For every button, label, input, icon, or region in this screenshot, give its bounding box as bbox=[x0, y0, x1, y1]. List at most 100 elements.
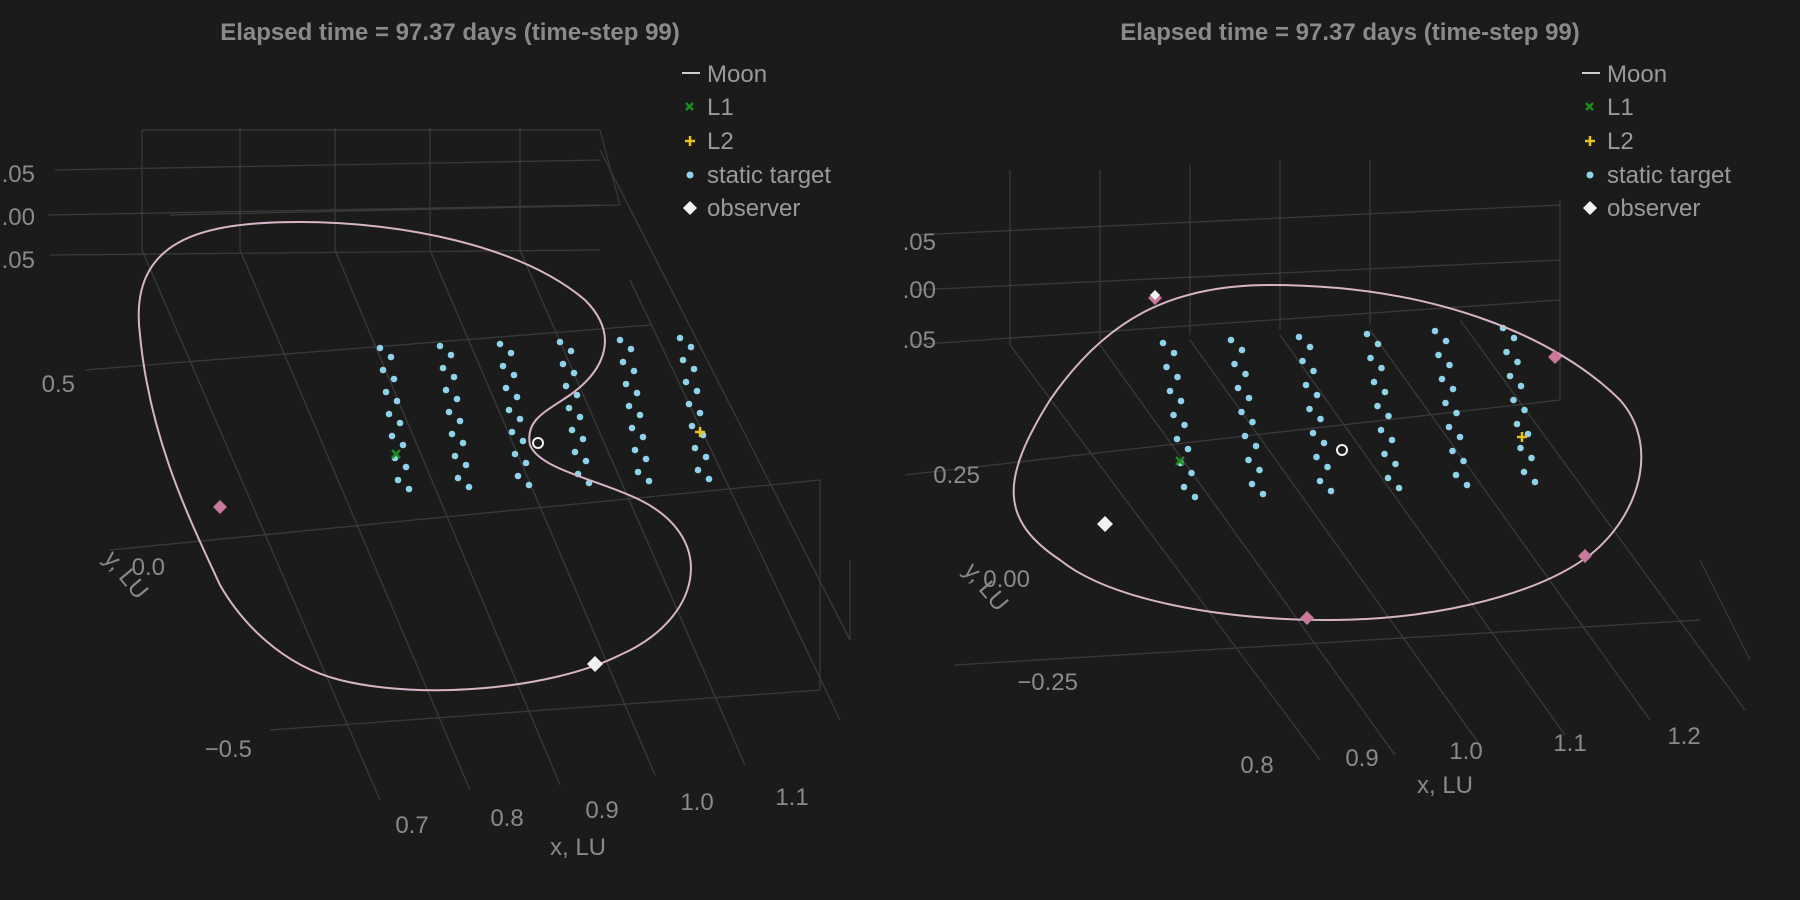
static-target-point bbox=[1309, 429, 1317, 437]
left-title: Elapsed time = 97.37 days (time-step 99) bbox=[220, 19, 680, 46]
static-target-point bbox=[1163, 363, 1170, 371]
static-target-point bbox=[559, 360, 567, 368]
static-target-point bbox=[1313, 391, 1321, 399]
right-l1-marker bbox=[1175, 456, 1185, 466]
static-target-point bbox=[1234, 384, 1242, 392]
static-target-point bbox=[556, 338, 564, 346]
static-target-point bbox=[1302, 381, 1310, 389]
static-target-point bbox=[1316, 477, 1324, 485]
right-observers bbox=[1097, 290, 1348, 532]
right-grid bbox=[904, 160, 1751, 761]
static-target-point bbox=[694, 466, 702, 474]
static-target-point bbox=[382, 388, 390, 396]
static-target-point bbox=[1524, 430, 1532, 438]
right-xtick-3: 1.0 bbox=[1449, 738, 1482, 765]
static-target-point bbox=[508, 428, 516, 436]
left-legend-static: static target bbox=[707, 162, 831, 189]
static-target-point bbox=[565, 404, 573, 412]
static-target-point bbox=[1381, 450, 1388, 458]
static-target-point bbox=[505, 406, 513, 414]
static-target-point bbox=[1378, 364, 1385, 372]
static-target-point bbox=[436, 342, 444, 350]
left-legend-moon: Moon bbox=[707, 61, 767, 88]
static-target-point bbox=[510, 371, 518, 379]
left-orbit-markers bbox=[213, 500, 227, 514]
left-legend-observer: observer bbox=[707, 195, 800, 222]
static-target-point bbox=[1460, 457, 1467, 465]
right-ztick-3: .05 bbox=[903, 327, 936, 354]
left-xlabel: x, LU bbox=[550, 834, 606, 861]
static-target-point bbox=[1463, 481, 1471, 489]
static-target-point bbox=[1531, 478, 1539, 486]
right-legend-l2: L2 bbox=[1607, 128, 1634, 155]
left-l1-marker bbox=[391, 449, 401, 459]
static-target-point bbox=[1327, 487, 1335, 495]
static-target-point bbox=[448, 430, 456, 438]
static-target-point bbox=[1238, 408, 1245, 416]
static-target-point bbox=[1442, 337, 1450, 345]
right-orbit-marker-2 bbox=[1548, 350, 1562, 364]
static-target-point bbox=[1231, 360, 1238, 368]
right-ytick-2: 0.00 bbox=[983, 566, 1030, 593]
right-ztick-2: .00 bbox=[903, 277, 936, 304]
left-xtick-3: 0.9 bbox=[585, 797, 618, 824]
static-target-point bbox=[1181, 421, 1188, 429]
static-target-point bbox=[642, 455, 650, 463]
static-target-point bbox=[388, 432, 396, 440]
static-target-point bbox=[1521, 406, 1528, 414]
static-target-point bbox=[1320, 439, 1328, 447]
static-target-point bbox=[691, 444, 699, 452]
static-target-point bbox=[1317, 415, 1324, 423]
static-target-point bbox=[439, 364, 447, 372]
static-target-point bbox=[1184, 445, 1192, 453]
right-xtick-1: 0.8 bbox=[1240, 752, 1273, 779]
left-ztick-3: .05 bbox=[2, 247, 35, 274]
static-target-point bbox=[1528, 454, 1535, 462]
static-target-point bbox=[1385, 412, 1392, 420]
static-target-point bbox=[376, 344, 384, 352]
static-target-point bbox=[1510, 396, 1517, 404]
static-target-point bbox=[636, 411, 644, 419]
left-l2-marker bbox=[695, 427, 705, 437]
static-target-point bbox=[1324, 463, 1331, 471]
static-target-point bbox=[405, 485, 413, 493]
static-target-point bbox=[1377, 426, 1385, 434]
static-target-point bbox=[1245, 456, 1252, 464]
static-target-point bbox=[496, 340, 504, 348]
static-target-point bbox=[1367, 354, 1374, 362]
left-ztick-2: .00 bbox=[2, 204, 35, 231]
static-target-point bbox=[502, 384, 510, 392]
right-xlabel: x, LU bbox=[1417, 772, 1473, 799]
left-legend-l2-icon bbox=[685, 136, 695, 146]
right-static-targets bbox=[1159, 324, 1539, 501]
static-target-point bbox=[690, 365, 698, 373]
static-target-point bbox=[702, 453, 710, 461]
static-target-point bbox=[1166, 387, 1174, 395]
static-target-point bbox=[1446, 361, 1453, 369]
static-target-point bbox=[619, 358, 627, 366]
static-target-point bbox=[627, 345, 635, 353]
left-z-ticks: .05 .00 .05 bbox=[2, 161, 35, 274]
static-target-point bbox=[696, 409, 704, 417]
static-target-point bbox=[685, 400, 693, 408]
static-target-point bbox=[385, 410, 393, 418]
static-target-point bbox=[579, 435, 587, 443]
static-target-point bbox=[630, 367, 638, 375]
static-target-point bbox=[451, 452, 459, 460]
right-observer-3 bbox=[1336, 444, 1348, 456]
static-target-point bbox=[1188, 469, 1195, 477]
right-moon-orbit bbox=[1012, 283, 1643, 622]
left-orbit-marker-1 bbox=[213, 500, 227, 514]
static-target-point bbox=[682, 378, 690, 386]
static-target-point bbox=[1517, 444, 1524, 452]
static-target-point bbox=[507, 349, 515, 357]
left-legend-l1-icon bbox=[685, 102, 694, 111]
right-xtick-4: 1.1 bbox=[1553, 730, 1586, 757]
static-target-point bbox=[447, 351, 455, 359]
right-title: Elapsed time = 97.37 days (time-step 99) bbox=[1120, 19, 1580, 46]
static-target-point bbox=[1388, 436, 1396, 444]
static-target-point bbox=[1438, 375, 1446, 383]
static-target-point bbox=[450, 373, 458, 381]
static-target-point bbox=[1248, 480, 1256, 488]
